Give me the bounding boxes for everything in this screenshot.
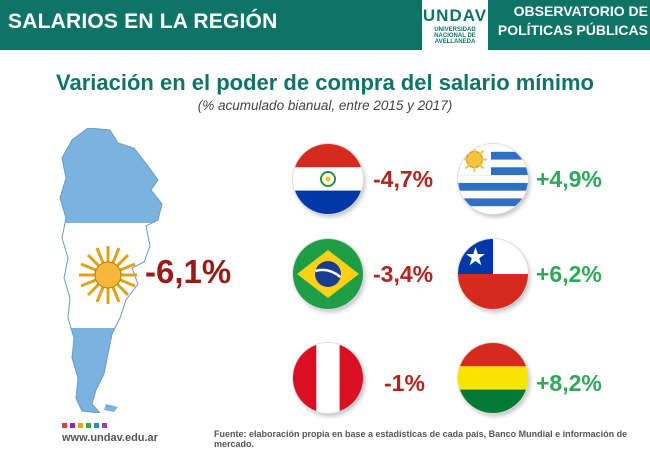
bolivia-value: +8,2% [536,370,602,396]
logo-mark: UNDAV [422,6,488,25]
page-title: Variación en el poder de compra del sala… [56,70,594,95]
dot-3 [78,423,83,428]
observatorio-line-1: OBSERVATORIO DE [513,3,648,19]
argentina-map-icon [59,128,163,413]
logo-line-3: AVELLANEDA [434,39,476,45]
chile-flag-icon [458,239,528,309]
undav-logo: UNDAV UNIVERSIDAD NACIONAL DE AVELLANEDA [422,0,488,50]
dot-2 [70,423,75,428]
brand-dots [62,423,107,428]
section-title: SALARIOS EN LA REGIÓN [8,10,278,33]
website-link[interactable]: www.undav.edu.ar [62,432,158,444]
peru-flag-icon [293,343,363,413]
argentina-value: -6,1% [145,253,232,290]
logo-line-2: NACIONAL DE [434,33,476,39]
observatorio-label: OBSERVATORIO DE POLÍTICAS PÚBLICAS [494,2,648,40]
dot-5 [94,423,99,428]
dot-1 [62,423,67,428]
brazil-flag-icon [293,239,363,309]
uruguay-flag-icon [458,144,528,214]
chile-value: +6,2% [536,261,602,287]
bolivia-flag-icon [458,343,528,413]
observatorio-line-2: POLÍTICAS PÚBLICAS [497,22,648,38]
peru-value: -1% [384,370,425,396]
dot-6 [102,423,107,428]
header-bar: SALARIOS EN LA REGIÓN UNDAV UNIVERSIDAD … [0,0,650,50]
dot-4 [86,423,91,428]
logo-line-1: UNIVERSIDAD [434,27,476,33]
uruguay-value: +4,9% [536,166,602,192]
paraguay-value: -4,7% [373,166,434,192]
source-note: Fuente: elaboración propia en base a est… [214,429,628,449]
brazil-value: -3,4% [373,261,434,287]
paraguay-flag-icon [293,144,363,214]
sun-of-may-icon [79,246,137,304]
page-subtitle: (% acumulado bianual, entre 2015 y 2017) [197,98,453,113]
